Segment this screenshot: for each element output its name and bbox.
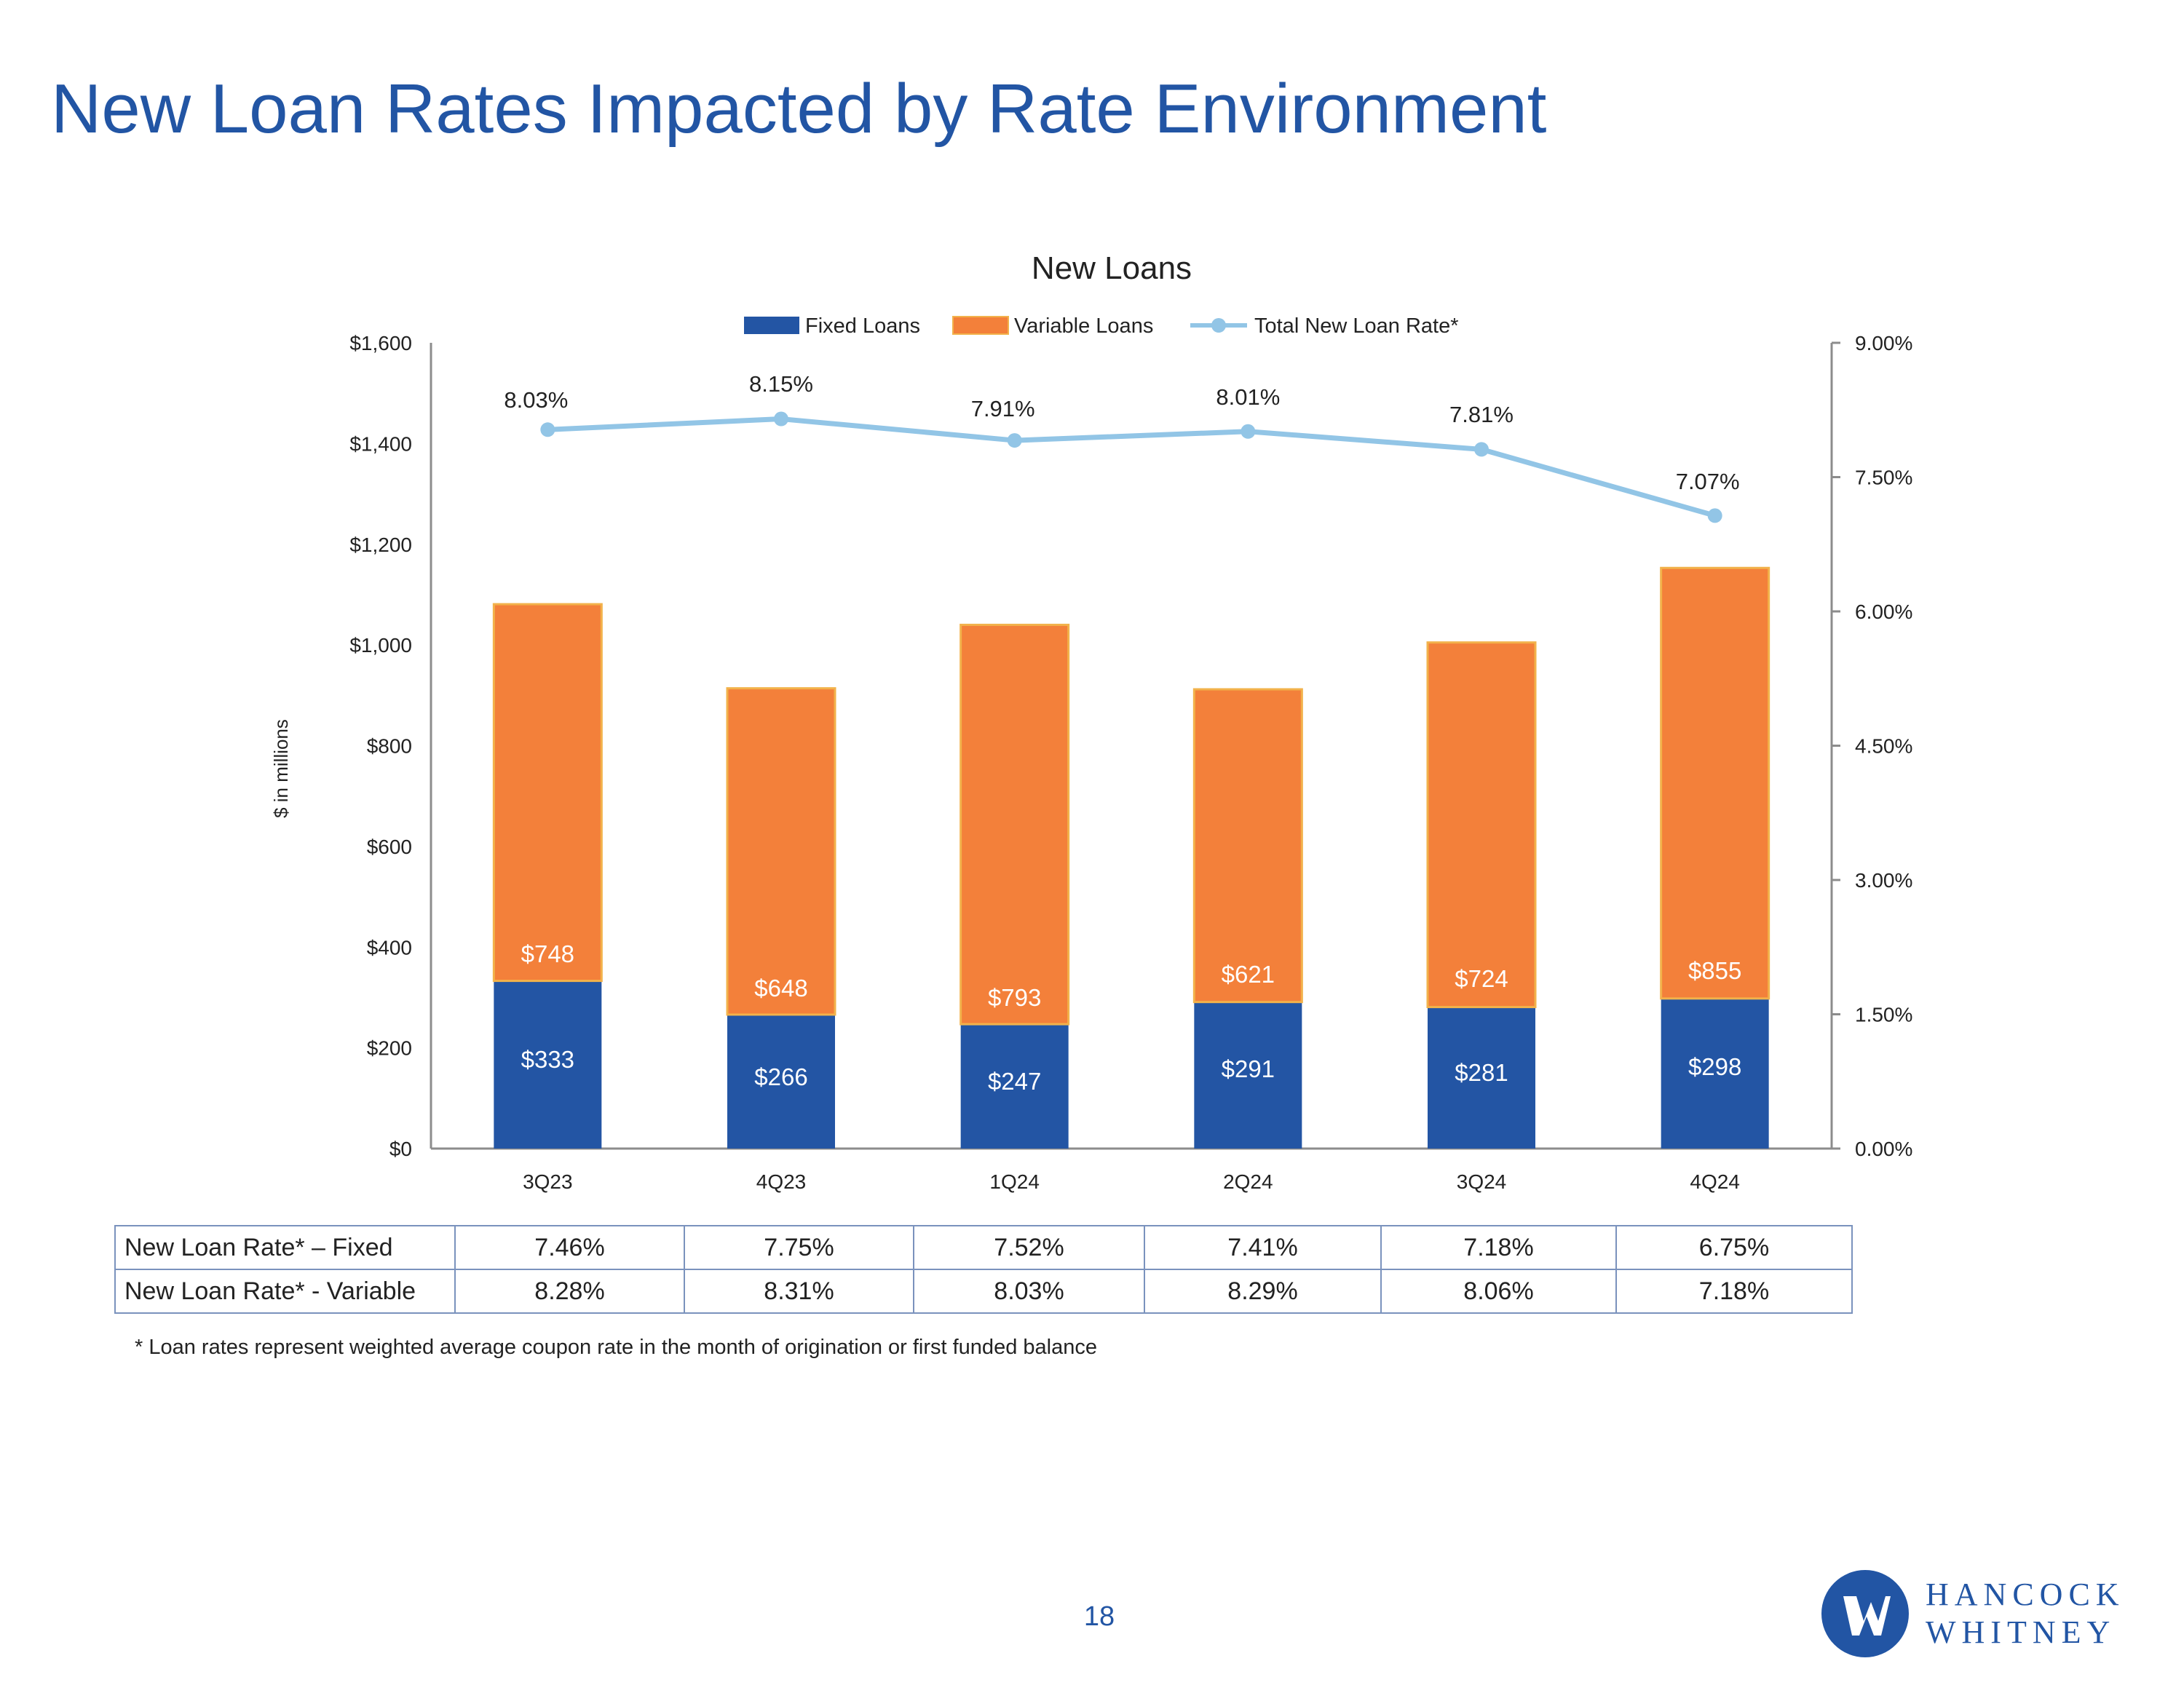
- chart-title: New Loans: [1032, 250, 1192, 286]
- legend-swatch-fixed: [744, 317, 799, 334]
- rate-data-label: 7.81%: [1449, 402, 1514, 427]
- rate-line: [547, 416, 1716, 518]
- x-tick-label: 3Q23: [523, 1170, 573, 1193]
- y-tick-label: $0: [389, 1138, 412, 1160]
- y2-tick-label: 9.00%: [1855, 332, 1912, 354]
- table-cell: 7.41%: [1144, 1225, 1382, 1270]
- page-title: New Loan Rates Impacted by Rate Environm…: [51, 70, 1547, 148]
- rate-point: [1241, 424, 1256, 439]
- bar-fixed: [727, 1014, 835, 1149]
- table-cell: 7.18%: [1615, 1269, 1853, 1314]
- y-tick-label: $1,600: [349, 332, 412, 354]
- rate-point: [1007, 433, 1022, 448]
- rate-data-label: 7.91%: [971, 396, 1035, 421]
- y-tick-label: $200: [367, 1037, 412, 1060]
- bar-fixed: [1661, 998, 1769, 1149]
- bar-fixed: [494, 980, 602, 1149]
- y-tick-label: $800: [367, 735, 412, 758]
- x-tick-label: 1Q24: [989, 1170, 1040, 1193]
- variable-value-label: $648: [754, 975, 807, 1002]
- footnote: * Loan rates represent weighted average …: [135, 1336, 1097, 1359]
- table-cell: 6.75%: [1615, 1225, 1853, 1270]
- y-axis-title: $ in millions: [270, 719, 292, 818]
- fixed-value-label: $266: [754, 1063, 807, 1090]
- table-row: New Loan Rate* – Fixed 7.46% 7.75% 7.52%…: [114, 1225, 1853, 1270]
- rate-data-label: 8.01%: [1216, 384, 1280, 410]
- fixed-value-label: $291: [1222, 1055, 1275, 1082]
- bar-fixed: [1194, 1002, 1302, 1149]
- y-tick-label: $1,400: [349, 432, 412, 455]
- variable-value-label: $748: [521, 940, 574, 967]
- table-cell: 7.18%: [1380, 1225, 1617, 1270]
- x-tick-label: 4Q24: [1690, 1170, 1740, 1193]
- y2-tick-label: 6.00%: [1855, 600, 1912, 623]
- bar-fixed: [1428, 1007, 1535, 1149]
- fixed-value-label: $247: [988, 1068, 1041, 1095]
- variable-value-label: $724: [1455, 965, 1508, 992]
- table-row: New Loan Rate* - Variable 8.28% 8.31% 8.…: [114, 1269, 1853, 1314]
- bar-variable: [726, 687, 836, 1016]
- rate-data-label: 8.15%: [749, 371, 813, 397]
- loan-rate-table: New Loan Rate* – Fixed 7.46% 7.75% 7.52%…: [114, 1225, 1853, 1314]
- rate-point: [774, 411, 788, 427]
- rate-point: [540, 422, 555, 437]
- legend-swatch-variable: [952, 316, 1009, 335]
- table-cell: 8.31%: [684, 1269, 914, 1314]
- bar-variable: [492, 603, 603, 983]
- legend-label-rate: Total New Loan Rate*: [1254, 314, 1459, 338]
- x-tick-label: 3Q24: [1457, 1170, 1507, 1193]
- y2-tick-label: 7.50%: [1855, 467, 1912, 489]
- variable-value-label: $621: [1222, 961, 1275, 988]
- fixed-value-label: $298: [1688, 1053, 1741, 1080]
- legend-label-variable: Variable Loans: [1014, 314, 1153, 338]
- rate-data-label: 7.07%: [1676, 469, 1740, 494]
- y-tick-label: $600: [367, 836, 412, 858]
- page-number: 18: [1083, 1601, 1115, 1632]
- y-tick-label: $1,200: [349, 534, 412, 556]
- rate-data-label: 8.03%: [504, 387, 568, 413]
- variable-value-label: $855: [1688, 957, 1741, 984]
- rate-point: [1474, 442, 1489, 457]
- y2-tick-label: 3.00%: [1855, 869, 1912, 892]
- table-cell: 7.46%: [454, 1225, 685, 1270]
- table-cell: 8.28%: [454, 1269, 685, 1314]
- fixed-value-label: $281: [1455, 1059, 1508, 1086]
- y-tick-label: $400: [367, 936, 412, 959]
- variable-value-label: $793: [988, 984, 1041, 1011]
- logo-line-1: HANCOCK: [1926, 1577, 2125, 1612]
- bar-variable: [1660, 566, 1770, 1000]
- y2-tick-label: 4.50%: [1855, 735, 1912, 758]
- table-cell: 7.52%: [913, 1225, 1145, 1270]
- y2-tick-label: 0.00%: [1855, 1138, 1912, 1160]
- table-cell: 8.29%: [1144, 1269, 1382, 1314]
- table-cell: 8.03%: [913, 1269, 1145, 1314]
- rate-point: [1707, 508, 1722, 523]
- hancock-whitney-logo: HANCOCK WHITNEY: [1820, 1569, 2140, 1663]
- bar-variable: [1426, 641, 1537, 1009]
- legend-swatch-rate-point: [1211, 318, 1226, 333]
- logo-line-2: WHITNEY: [1926, 1614, 2116, 1650]
- bar-variable: [960, 623, 1070, 1026]
- table-cell: 8.06%: [1380, 1269, 1617, 1314]
- y-tick-label: $1,000: [349, 634, 412, 657]
- row-label-fixed: New Loan Rate* – Fixed: [114, 1225, 456, 1270]
- bar-fixed: [960, 1024, 1069, 1149]
- logo-mark-icon: [1821, 1570, 1909, 1657]
- bar-variable: [1192, 688, 1303, 1004]
- table-cell: 7.75%: [684, 1225, 914, 1270]
- x-tick-label: 2Q24: [1223, 1170, 1273, 1193]
- row-label-variable: New Loan Rate* - Variable: [114, 1269, 456, 1314]
- x-tick-label: 4Q23: [756, 1170, 807, 1193]
- y2-tick-label: 1.50%: [1855, 1004, 1912, 1026]
- legend-label-fixed: Fixed Loans: [805, 314, 920, 338]
- fixed-value-label: $333: [521, 1046, 574, 1073]
